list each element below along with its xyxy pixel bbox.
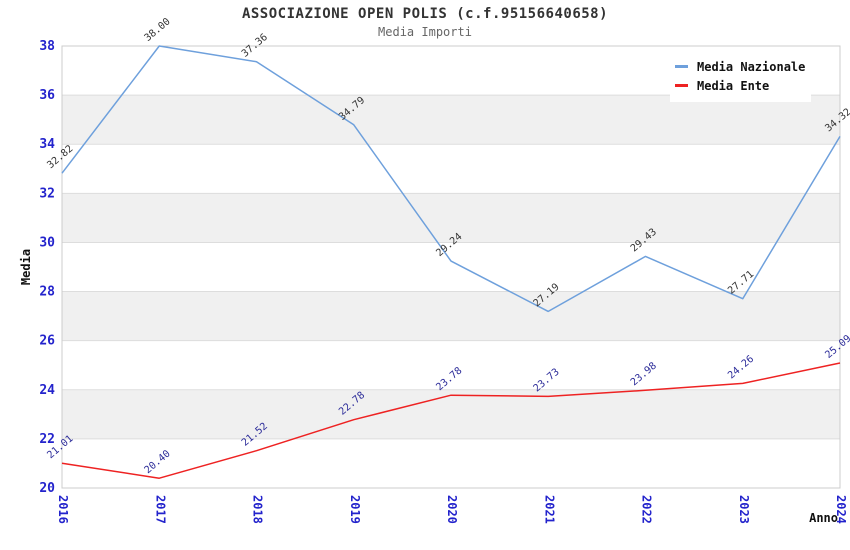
y-tick-label: 20 (39, 481, 55, 496)
data-label: 20.40 (143, 448, 173, 476)
chart-title: ASSOCIAZIONE OPEN POLIS (c.f.95156640658… (241, 6, 609, 22)
media-nazionale-line-swatch-icon (675, 65, 688, 68)
x-tick-label: 2016 (56, 495, 70, 524)
series-line-1 (61, 362, 841, 479)
plot-band (62, 291, 840, 341)
x-axis-title: Anno (809, 511, 838, 525)
plot-band (62, 389, 840, 439)
y-tick-label: 32 (39, 186, 55, 201)
x-tick-label: 2021 (542, 495, 556, 524)
series-line-0 (61, 45, 841, 313)
x-tick-label: 2023 (737, 495, 751, 524)
y-axis-title: Media (19, 249, 33, 285)
chart-subtitle: Media Importi (378, 25, 472, 39)
data-label: 24.26 (726, 354, 756, 382)
y-tick-label: 28 (39, 285, 55, 300)
x-tick-label: 2022 (640, 495, 654, 524)
plot-band (62, 95, 840, 145)
y-tick-label: 30 (39, 235, 55, 250)
x-tick-label: 2020 (445, 495, 459, 524)
x-tick-label: 2024 (834, 495, 848, 524)
legend-label: Media Nazionale (697, 59, 806, 74)
x-tick-label: 2018 (251, 495, 265, 524)
y-tick-label: 26 (39, 334, 55, 349)
legend-label: Media Ente (697, 78, 770, 93)
y-tick-label: 22 (39, 432, 55, 447)
plot-border (61, 45, 841, 489)
y-tick-label: 38 (39, 39, 55, 54)
data-label: 23.98 (629, 360, 659, 388)
y-tick-label: 24 (39, 383, 55, 398)
legend-item-media-nazionale: Media Nazionale (670, 57, 811, 76)
media-ente-line-swatch-icon (675, 84, 688, 87)
x-tick-label: 2019 (348, 495, 362, 524)
legend-item-media-ente: Media Ente (670, 76, 811, 95)
plot-band (62, 193, 840, 243)
x-tick-label: 2017 (153, 495, 167, 524)
data-label: 38.00 (143, 16, 173, 44)
data-label: 23.78 (434, 365, 464, 393)
y-tick-label: 36 (39, 88, 55, 103)
legend-box: Media Nazionale Media Ente (670, 50, 811, 102)
y-tick-label: 34 (39, 137, 55, 152)
